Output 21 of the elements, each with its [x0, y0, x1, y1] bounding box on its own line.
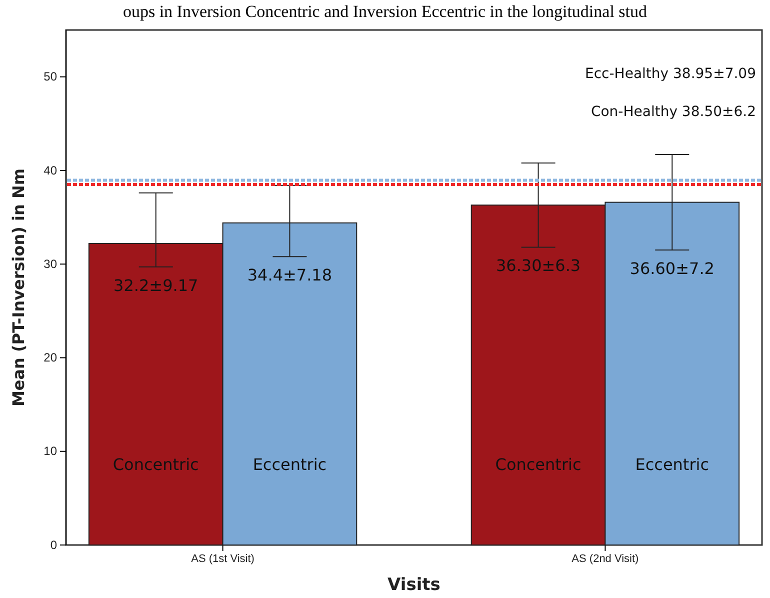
y-tick-label: 10: [44, 444, 58, 458]
annotation: Ecc-Healthy 38.95±7.09: [585, 66, 756, 82]
text: Concentric: [495, 455, 582, 474]
x-axis-title: Visits: [388, 575, 440, 595]
series-label: Concentric: [112, 455, 199, 474]
y-tick-label: 0: [50, 538, 58, 552]
data-label: 36.60±7.2: [630, 259, 714, 278]
x-tick-label: AS (2nd Visit): [572, 552, 639, 565]
text: Eccentric: [635, 455, 710, 474]
y-tick-label: 40: [44, 163, 58, 178]
chart-title: oups in Inversion Concentric and Inversion Eccentric in the longitudinal stud: [122, 2, 648, 21]
data-label: 34.4±7.18: [247, 266, 332, 285]
y-tick-label: 20: [44, 350, 58, 365]
y-tick-label: 50: [44, 70, 58, 84]
x-tick-label: AS (1st Visit): [191, 552, 254, 565]
annotation: Con-Healthy 38.50±6.2: [590, 104, 756, 120]
y-axis-title: Mean (PT-Inversion) in Nm: [9, 168, 28, 407]
data-label: 36.30±6.3: [496, 256, 581, 276]
y-tick-label: 30: [44, 256, 58, 271]
series-label: Eccentric: [252, 455, 327, 474]
data-label: 32.2±9.17: [114, 276, 198, 295]
